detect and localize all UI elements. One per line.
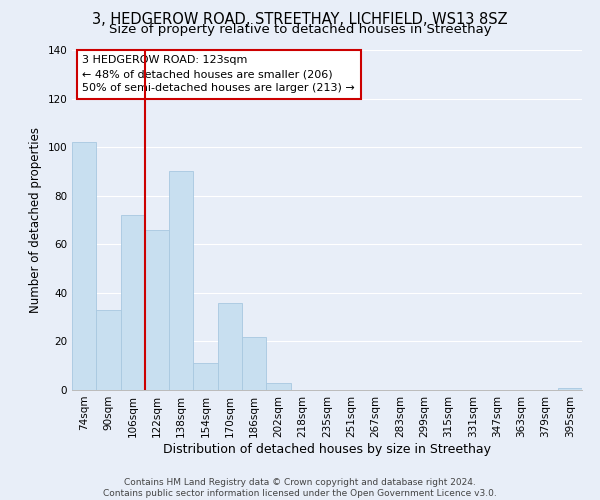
X-axis label: Distribution of detached houses by size in Streethay: Distribution of detached houses by size … <box>163 442 491 456</box>
Bar <box>193 364 218 390</box>
Bar <box>96 310 121 390</box>
Bar <box>242 336 266 390</box>
Bar <box>266 382 290 390</box>
Text: Contains HM Land Registry data © Crown copyright and database right 2024.
Contai: Contains HM Land Registry data © Crown c… <box>103 478 497 498</box>
Bar <box>121 215 145 390</box>
Y-axis label: Number of detached properties: Number of detached properties <box>29 127 42 313</box>
Bar <box>558 388 582 390</box>
Bar <box>72 142 96 390</box>
Text: 3 HEDGEROW ROAD: 123sqm
← 48% of detached houses are smaller (206)
50% of semi-d: 3 HEDGEROW ROAD: 123sqm ← 48% of detache… <box>82 55 355 93</box>
Text: 3, HEDGEROW ROAD, STREETHAY, LICHFIELD, WS13 8SZ: 3, HEDGEROW ROAD, STREETHAY, LICHFIELD, … <box>92 12 508 28</box>
Bar <box>169 172 193 390</box>
Bar <box>145 230 169 390</box>
Text: Size of property relative to detached houses in Streethay: Size of property relative to detached ho… <box>109 22 491 36</box>
Bar <box>218 302 242 390</box>
